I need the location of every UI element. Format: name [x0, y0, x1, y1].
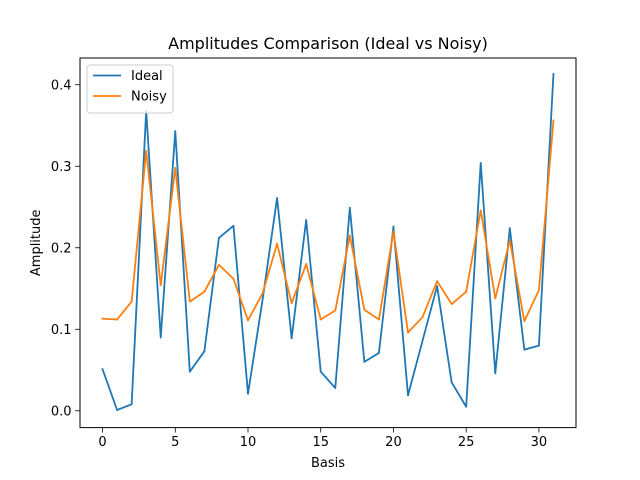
data-point-noisy — [130, 300, 133, 303]
data-point-ideal — [232, 224, 235, 227]
x-tick-label: 15 — [312, 435, 329, 450]
data-point-noisy — [479, 209, 482, 212]
data-point-noisy — [174, 166, 177, 169]
data-point-ideal — [494, 372, 497, 375]
data-point-noisy — [378, 318, 380, 321]
data-point-ideal — [378, 352, 380, 354]
data-point-ideal — [261, 299, 264, 301]
y-tick-label: 0.1 — [51, 323, 72, 338]
data-point-ideal — [130, 403, 133, 406]
plot-series — [101, 73, 555, 411]
x-axis-label: Basis — [311, 456, 345, 471]
data-point-ideal — [334, 387, 337, 389]
x-tick-label: 30 — [531, 435, 548, 450]
legend: Ideal Noisy — [86, 64, 174, 114]
plot-frame — [79, 57, 577, 429]
data-point-ideal — [407, 394, 409, 397]
data-point-noisy — [232, 277, 235, 280]
legend-label-noisy: Noisy — [131, 90, 167, 105]
x-axis: 0 5 10 15 20 25 30 — [98, 427, 548, 450]
data-point-ideal — [188, 370, 191, 373]
data-point-ideal — [319, 370, 322, 373]
data-point-noisy — [305, 263, 308, 265]
data-point-noisy — [450, 303, 453, 305]
y-tick-label: 0.2 — [51, 241, 72, 256]
data-point-ideal — [538, 344, 540, 347]
data-point-noisy — [436, 280, 438, 283]
x-tick-label: 0 — [98, 435, 106, 450]
series-line-ideal — [101, 73, 555, 411]
data-point-noisy — [523, 320, 526, 323]
data-point-noisy — [392, 230, 395, 233]
data-point-ideal — [348, 206, 351, 209]
data-point-noisy — [465, 290, 468, 293]
data-point-noisy — [218, 263, 220, 266]
data-point-ideal — [523, 348, 526, 351]
data-point-noisy — [276, 242, 278, 245]
data-point-noisy — [145, 149, 148, 152]
data-point-noisy — [203, 290, 206, 293]
data-point-noisy — [538, 289, 540, 292]
data-point-ideal — [276, 197, 278, 199]
x-tick-label: 25 — [458, 435, 475, 450]
data-point-noisy — [508, 239, 511, 242]
data-point-noisy — [407, 331, 409, 334]
data-point-noisy — [290, 302, 293, 305]
data-point-noisy — [348, 234, 351, 237]
data-point-ideal — [552, 73, 555, 76]
legend-label-ideal: Ideal — [131, 69, 163, 84]
data-point-noisy — [247, 319, 249, 322]
y-tick-label: 0.3 — [51, 160, 72, 175]
data-point-noisy — [421, 316, 424, 318]
data-point-ideal — [421, 339, 424, 342]
data-point-noisy — [363, 308, 366, 311]
x-tick-label: 10 — [240, 435, 257, 450]
y-axis-label: Amplitude — [29, 209, 44, 276]
data-point-noisy — [188, 300, 191, 303]
data-point-ideal — [203, 350, 206, 353]
data-point-noisy — [552, 119, 555, 122]
y-axis: 0.0 0.1 0.2 0.3 0.4 — [51, 78, 80, 419]
data-point-noisy — [116, 318, 118, 321]
data-point-noisy — [101, 317, 104, 320]
x-tick-label: 20 — [385, 435, 402, 450]
data-point-ideal — [392, 225, 395, 228]
x-tick-label: 5 — [171, 435, 179, 450]
data-point-ideal — [101, 368, 104, 371]
y-tick-label: 0.4 — [51, 78, 72, 93]
legend-box — [86, 64, 174, 114]
data-point-ideal — [450, 381, 453, 384]
data-point-noisy — [319, 318, 322, 321]
data-point-ideal — [159, 336, 162, 339]
data-point-ideal — [247, 392, 249, 395]
data-point-ideal — [465, 405, 468, 408]
data-point-noisy — [261, 292, 264, 295]
data-point-ideal — [290, 337, 293, 340]
data-point-ideal — [479, 162, 482, 164]
y-tick-label: 0.0 — [51, 404, 72, 419]
data-point-ideal — [174, 130, 177, 133]
data-point-ideal — [116, 409, 118, 411]
data-point-ideal — [305, 219, 308, 221]
chart-title: Amplitudes Comparison (Ideal vs Noisy) — [168, 34, 488, 53]
data-point-ideal — [436, 285, 438, 287]
series-line-noisy — [101, 119, 555, 334]
data-point-noisy — [334, 309, 337, 312]
data-point-ideal — [218, 237, 220, 239]
data-point-noisy — [494, 297, 497, 300]
data-point-ideal — [363, 361, 366, 363]
data-point-noisy — [159, 284, 162, 287]
data-point-ideal — [508, 227, 511, 230]
